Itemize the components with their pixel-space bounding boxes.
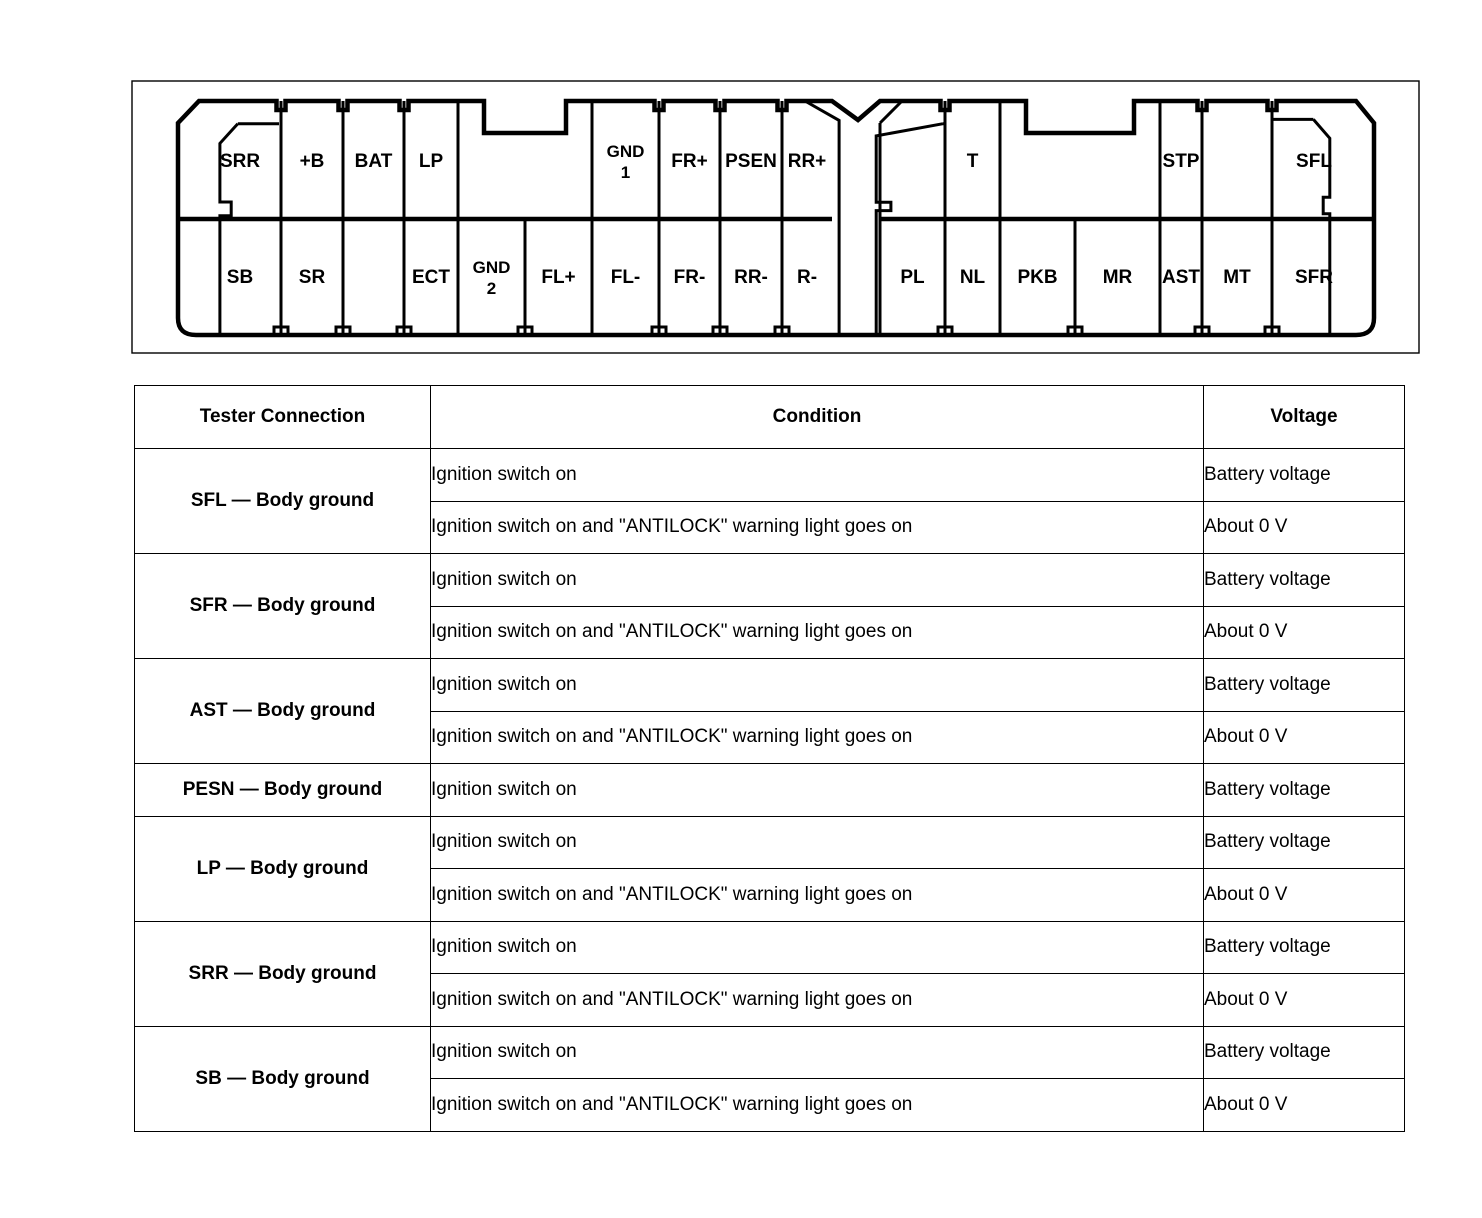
svg-text:GND: GND [607, 142, 645, 161]
svg-text:SR: SR [299, 267, 326, 288]
svg-text:SB: SB [227, 267, 253, 288]
svg-text:SFL: SFL [1296, 151, 1332, 172]
svg-text:+B: +B [300, 151, 325, 172]
svg-text:LP: LP [419, 151, 444, 172]
svg-text:MT: MT [1223, 267, 1251, 288]
svg-text:GND: GND [473, 258, 511, 277]
svg-text:PL: PL [900, 267, 925, 288]
svg-text:ECT: ECT [412, 267, 450, 288]
svg-text:AST: AST [1162, 267, 1200, 288]
svg-text:BAT: BAT [355, 151, 393, 172]
svg-text:SFR: SFR [1295, 267, 1333, 288]
svg-text:MR: MR [1103, 267, 1133, 288]
svg-text:PKB: PKB [1017, 267, 1057, 288]
svg-text:PSEN: PSEN [725, 151, 777, 172]
svg-text:FR+: FR+ [671, 151, 707, 172]
svg-text:RR-: RR- [734, 267, 768, 288]
svg-text:T: T [967, 151, 979, 172]
svg-text:2: 2 [487, 279, 496, 298]
svg-text:FL+: FL+ [541, 267, 575, 288]
svg-text:FL-: FL- [611, 267, 641, 288]
svg-text:FR-: FR- [674, 267, 706, 288]
svg-text:R-: R- [797, 267, 817, 288]
svg-text:NL: NL [960, 267, 986, 288]
svg-text:RR+: RR+ [788, 151, 827, 172]
svg-text:SRR: SRR [220, 151, 260, 172]
svg-text:1: 1 [621, 163, 630, 182]
svg-text:STP: STP [1163, 151, 1200, 172]
